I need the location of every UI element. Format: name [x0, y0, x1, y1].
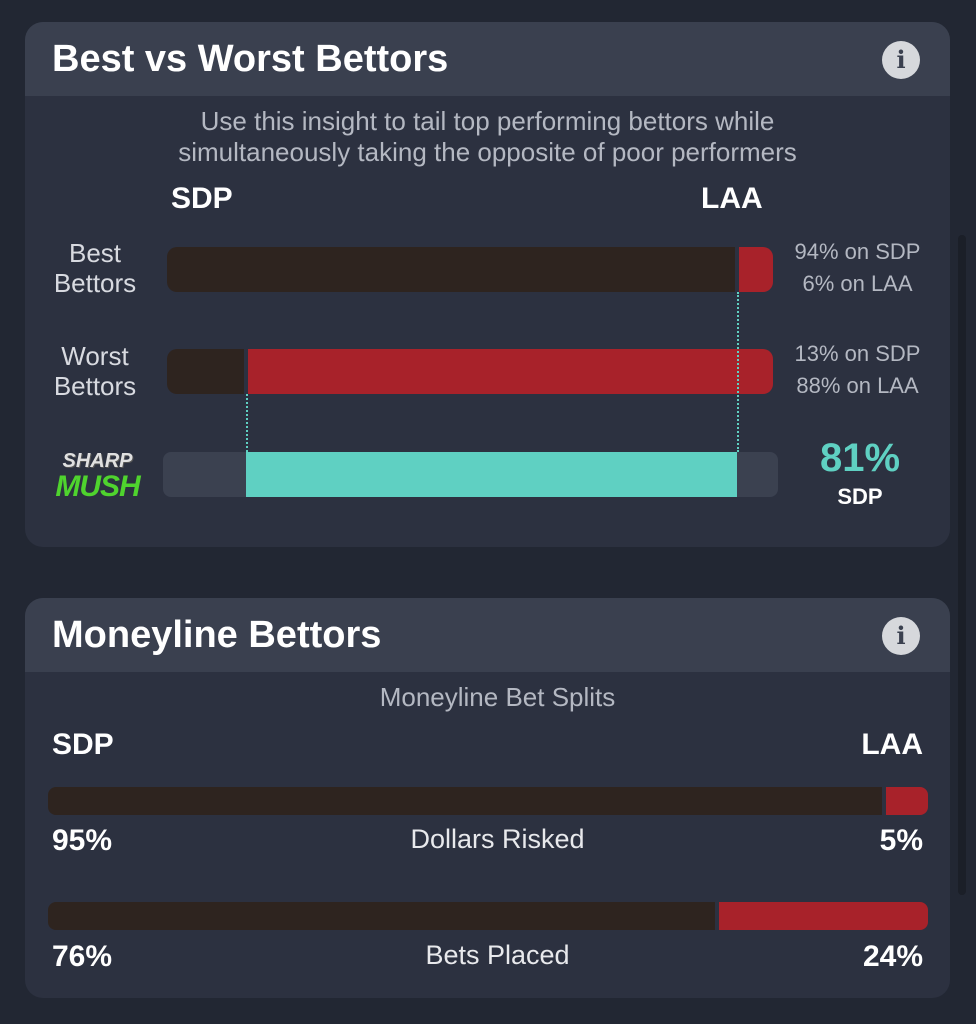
card-header: Moneyline Bettors i: [25, 598, 950, 672]
team-left: SDP: [171, 182, 233, 215]
left-segment: [48, 902, 715, 930]
dollars-right-pct: 5%: [879, 824, 923, 857]
info-icon[interactable]: i: [882, 41, 920, 79]
split-text: 88% on LAA: [796, 373, 919, 398]
right-segment: [247, 349, 773, 394]
card-header: Best vs Worst Bettors i: [25, 22, 950, 96]
right-segment: [738, 247, 773, 292]
sharp-mush-logo: SHARP MUSH: [55, 450, 140, 503]
left-segment: [48, 787, 882, 815]
worst-bettors-bar: [167, 349, 773, 394]
moneyline-card: Moneyline Bettors i Moneyline Bet Splits…: [25, 598, 950, 998]
sharp-value: 81%: [819, 436, 901, 480]
sharp-mush-fill: [245, 452, 737, 497]
best-bettors-bar: [167, 247, 773, 292]
subtitle-line: simultaneously taking the opposite of po…: [178, 137, 797, 167]
divider-dotted-line: [245, 394, 248, 452]
label: Worst: [61, 341, 129, 371]
row-label-best: Best Bettors: [25, 238, 165, 298]
worst-bettors-split: 13% on SDP 88% on LAA: [765, 338, 950, 402]
card-title: Best vs Worst Bettors: [52, 38, 449, 80]
left-segment: [167, 349, 244, 394]
split-text: 13% on SDP: [794, 341, 921, 366]
label: Bettors: [53, 268, 137, 298]
subtitle-line: Use this insight to tail top performing …: [200, 106, 775, 136]
split-text: 6% on LAA: [802, 271, 913, 296]
split-text: 94% on SDP: [794, 239, 921, 264]
best-vs-worst-card: Best vs Worst Bettors i Use this insight…: [25, 22, 950, 547]
subtitle: Use this insight to tail top performing …: [25, 106, 950, 168]
bets-placed-label: Bets Placed: [425, 940, 570, 970]
team-right: LAA: [861, 728, 923, 761]
row-label-worst: Worst Bettors: [25, 341, 165, 401]
sharp-team: SDP: [837, 484, 883, 509]
dollars-risked-bar: [48, 787, 928, 815]
bets-right-pct: 24%: [862, 940, 923, 973]
subtitle: Moneyline Bet Splits: [379, 682, 616, 712]
dollars-risked-label: Dollars Risked: [410, 824, 585, 854]
team-left: SDP: [52, 728, 114, 761]
scrollbar[interactable]: [958, 235, 966, 895]
bets-left-pct: 76%: [52, 940, 113, 973]
right-segment: [886, 787, 928, 815]
divider-dotted-line: [736, 292, 739, 452]
card-title: Moneyline Bettors: [52, 614, 382, 656]
right-segment: [718, 902, 928, 930]
sharp-mush-bar: [163, 452, 778, 497]
dollars-left-pct: 95%: [52, 824, 113, 857]
best-bettors-split: 94% on SDP 6% on LAA: [765, 236, 950, 300]
label: Best: [68, 238, 122, 268]
bets-placed-bar: [48, 902, 928, 930]
left-segment: [167, 247, 735, 292]
team-right: LAA: [701, 182, 763, 215]
info-icon[interactable]: i: [882, 617, 920, 655]
label: Bettors: [53, 371, 137, 401]
